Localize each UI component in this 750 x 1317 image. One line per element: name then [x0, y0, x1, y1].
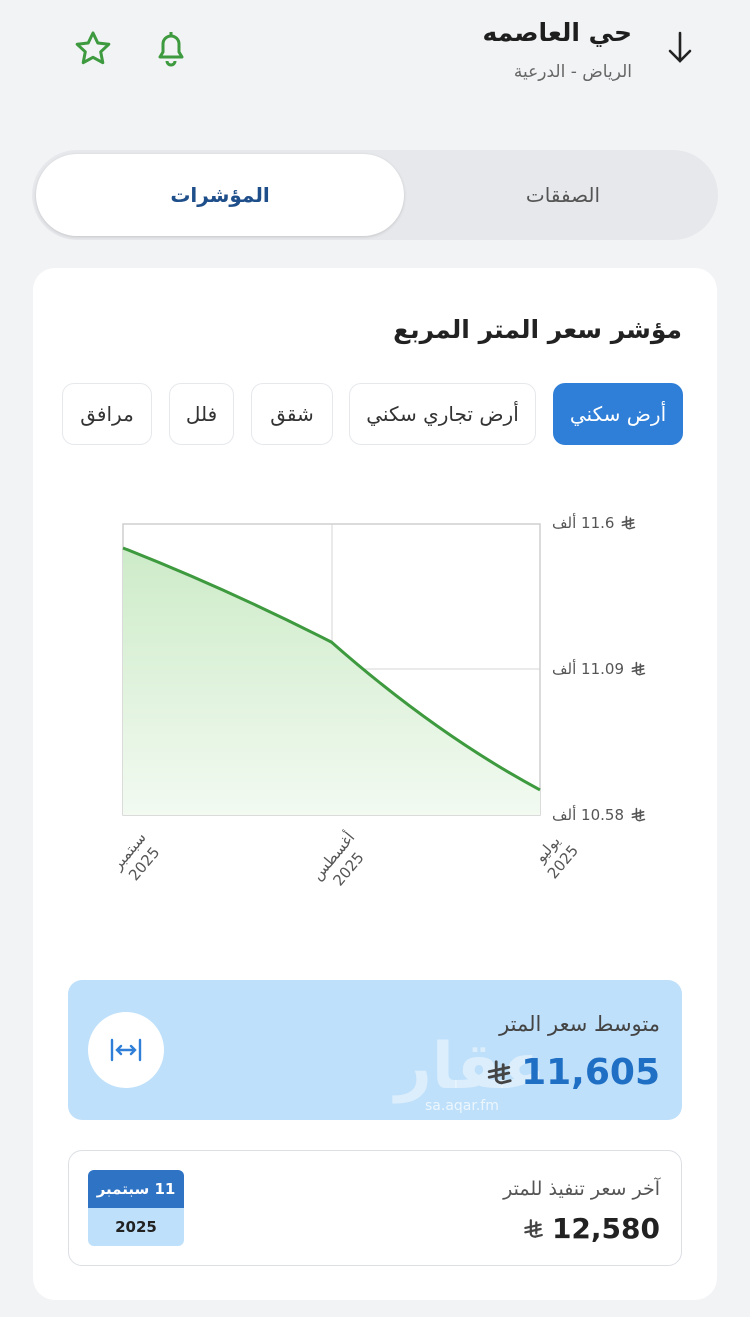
chip-residential-land[interactable]: أرض سكني	[553, 383, 683, 445]
y-tick-bottom: 10.58 ألف	[552, 806, 646, 824]
date-badge: 11 سبتمبر 2025	[88, 1170, 184, 1246]
date-year: 2025	[115, 1218, 157, 1236]
favorite-star-icon[interactable]	[74, 30, 112, 72]
series-line	[122, 546, 541, 792]
average-price-label: متوسط سعر المتر	[499, 1012, 660, 1036]
last-price-value: 12,580	[522, 1212, 660, 1245]
watermark-url: sa.aqar.fm	[425, 1098, 499, 1114]
y-tick-mid: 11.09 ألف	[552, 660, 646, 678]
average-price-card	[68, 980, 682, 1120]
y-tick-top: 11.6 ألف	[552, 514, 636, 532]
chip-facilities[interactable]: مرافق	[62, 383, 152, 445]
bell-icon[interactable]	[152, 28, 190, 72]
date-day: 11 سبتمبر	[88, 1170, 184, 1208]
page-subtitle: الرياض - الدرعية	[513, 62, 632, 82]
last-price-label: آخر سعر تنفيذ للمتر	[503, 1178, 660, 1200]
chip-commercial-residential-land[interactable]: أرض تجاري سكني	[349, 383, 536, 445]
page-title: حي العاصمه	[482, 18, 632, 47]
chip-villas[interactable]: فلل	[169, 383, 234, 445]
back-arrow-down-icon[interactable]	[666, 30, 694, 70]
average-price-value: 11,605	[485, 1052, 660, 1093]
chip-apartments[interactable]: شقق	[251, 383, 333, 445]
series-area	[123, 547, 540, 815]
card-title: مؤشر سعر المتر المربع	[393, 315, 682, 344]
expand-horizontal-icon[interactable]	[88, 1012, 164, 1088]
tab-deals[interactable]: الصفقات	[525, 183, 601, 207]
watermark-logo: عقار	[395, 1030, 546, 1104]
view-tabs: الصفقات المؤشرات	[32, 150, 718, 240]
tab-indicators[interactable]: المؤشرات	[36, 154, 404, 236]
